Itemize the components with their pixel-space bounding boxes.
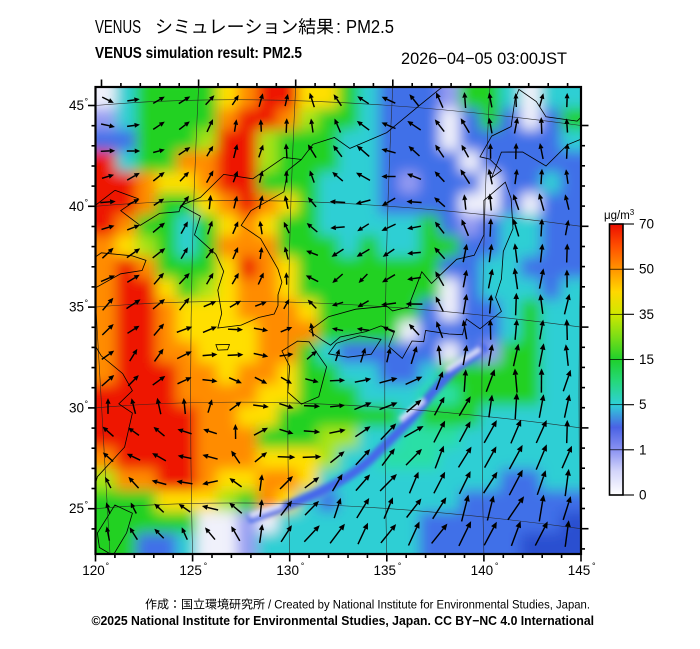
svg-text:145: 145: [568, 563, 591, 578]
svg-text:°: °: [398, 561, 402, 571]
svg-text:120: 120: [82, 563, 105, 578]
svg-text:μg/m3: μg/m3: [604, 208, 635, 223]
svg-text:°: °: [85, 500, 89, 510]
svg-text:2026−04−05 03:00JST: 2026−04−05 03:00JST: [401, 50, 567, 68]
svg-text:70: 70: [639, 217, 654, 232]
svg-text:130: 130: [276, 563, 299, 578]
svg-text:VENUS simulation result: PM2.5: VENUS simulation result: PM2.5: [95, 45, 302, 62]
svg-text:30: 30: [69, 400, 84, 415]
svg-text:°: °: [204, 561, 208, 571]
svg-text:40: 40: [69, 199, 84, 214]
svg-text:35: 35: [639, 307, 654, 322]
svg-text:°: °: [85, 399, 89, 409]
svg-text::: :: [336, 17, 341, 37]
svg-text:50: 50: [639, 262, 654, 277]
svg-text:140: 140: [471, 563, 494, 578]
svg-text:PM2.5: PM2.5: [346, 17, 394, 37]
svg-text:35: 35: [69, 300, 84, 315]
svg-text:5: 5: [639, 397, 647, 412]
svg-text:°: °: [495, 561, 499, 571]
svg-text:45: 45: [69, 98, 84, 113]
svg-text:°: °: [85, 197, 89, 207]
svg-text:25: 25: [69, 501, 84, 516]
svg-text:°: °: [592, 561, 596, 571]
svg-text:125: 125: [179, 563, 202, 578]
svg-text:1: 1: [639, 442, 647, 457]
svg-text:135: 135: [374, 563, 397, 578]
svg-text:°: °: [301, 561, 305, 571]
svg-text:/ Created by National Institut: / Created by National Institute for Envi…: [268, 598, 590, 612]
svg-text:VENUS: VENUS: [95, 17, 141, 37]
svg-text:0: 0: [639, 488, 647, 503]
svg-text:©2025 National Institute for E: ©2025 National Institute for Environment…: [92, 613, 595, 628]
svg-text:15: 15: [639, 352, 654, 367]
svg-text:°: °: [106, 561, 110, 571]
svg-text:°: °: [85, 298, 89, 308]
svg-text:°: °: [85, 97, 89, 107]
